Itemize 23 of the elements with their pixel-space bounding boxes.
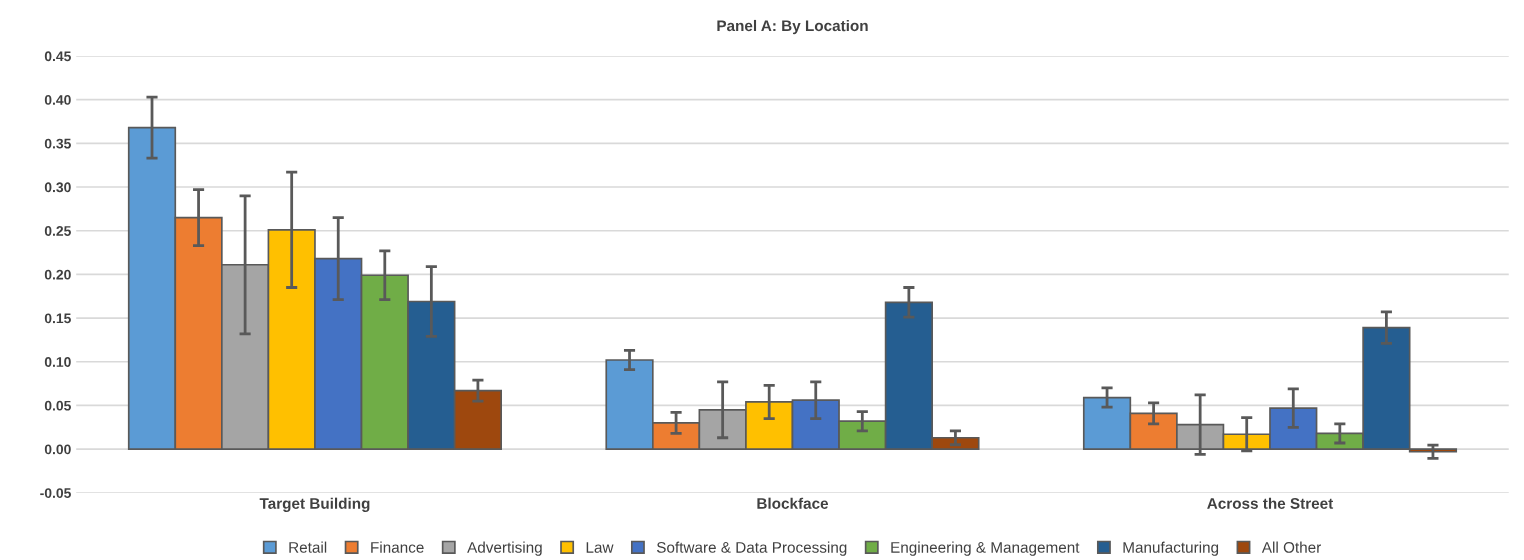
x-tick-label: Blockface bbox=[757, 497, 829, 509]
y-tick-label: -0.05 bbox=[40, 488, 71, 498]
legend-label: Software & Data Processing bbox=[656, 541, 847, 556]
y-tick-label: 0.30 bbox=[44, 182, 71, 193]
y-tick-label: 0.35 bbox=[44, 138, 71, 149]
y-tick-label: 0.10 bbox=[44, 357, 71, 367]
x-tick-label: Across the Street bbox=[1207, 497, 1334, 509]
legend-label: Finance bbox=[371, 541, 424, 553]
y-tick-label: 0.15 bbox=[44, 313, 71, 324]
legend-label: Retail bbox=[289, 541, 327, 553]
y-tick-label: 0.20 bbox=[44, 269, 71, 280]
y-tick-label: 0.45 bbox=[44, 51, 71, 62]
legend-label: Manufacturing bbox=[1123, 541, 1219, 556]
chart-title: Panel A: By Location bbox=[717, 19, 868, 35]
x-tick-label: Target Building bbox=[259, 497, 370, 512]
y-tick-label: 0.00 bbox=[44, 444, 71, 455]
y-tick-label: 0.05 bbox=[44, 400, 71, 411]
y-tick-label: 0.40 bbox=[44, 95, 71, 105]
legend-label: All Other bbox=[1261, 541, 1322, 553]
y-tick-label: 0.25 bbox=[44, 226, 71, 236]
legend-label: Engineering & Management bbox=[891, 541, 1080, 556]
legend-label: Law bbox=[586, 542, 614, 553]
legend-label: Advertising bbox=[467, 541, 542, 556]
